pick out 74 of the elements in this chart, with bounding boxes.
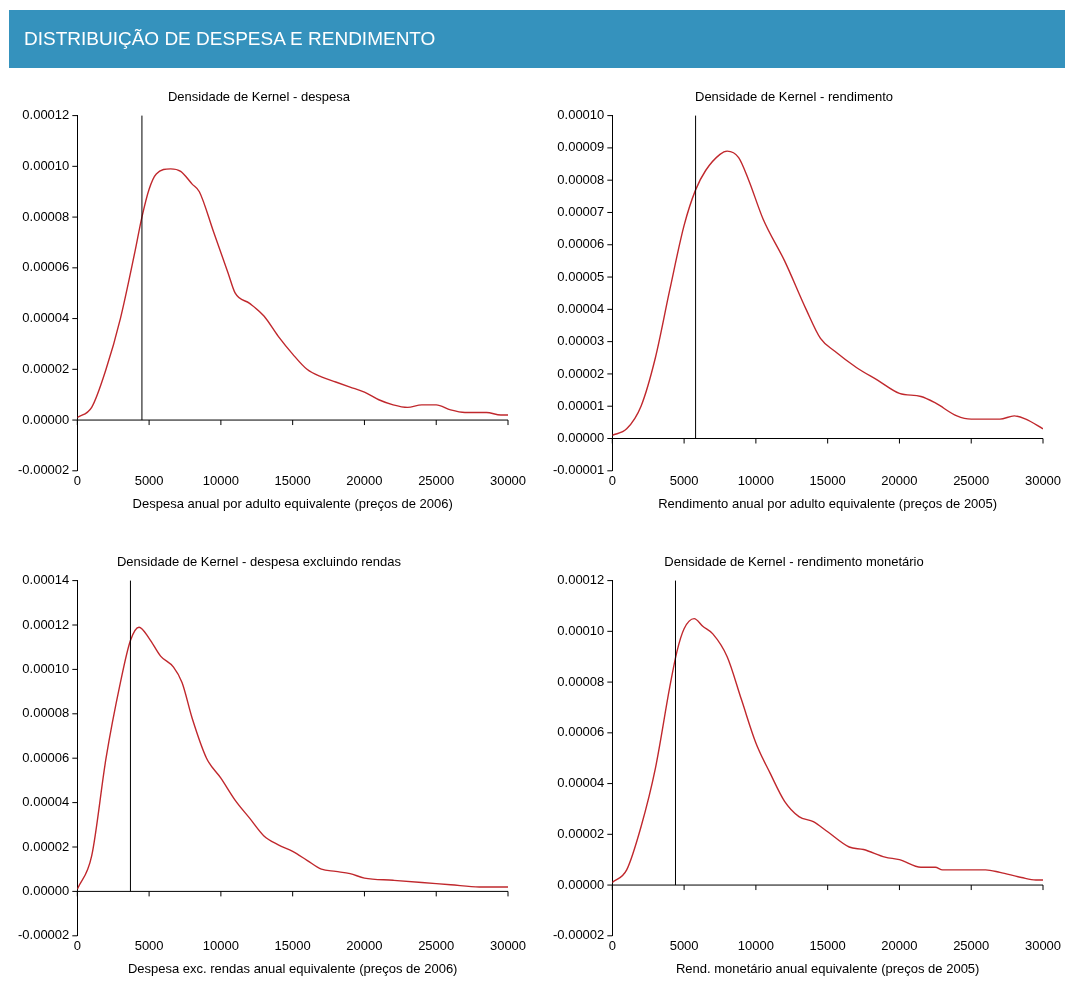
x-tick-label: 10000: [202, 473, 239, 489]
x-tick-label: 0: [608, 938, 616, 954]
y-tick-label: 0.00000: [557, 876, 605, 892]
y-tick-label: -0.00002: [17, 462, 70, 478]
y-tick-label: 0.00009: [557, 139, 605, 155]
x-tick-label: 10000: [202, 938, 239, 954]
x-tick-label: 25000: [418, 938, 455, 954]
x-tick-label: 25000: [953, 473, 990, 489]
y-tick-label: 0.00002: [22, 838, 70, 854]
x-tick-label: 0: [73, 473, 81, 489]
y-tick-label: 0.00003: [557, 333, 605, 349]
y-tick-label: -0.00002: [552, 927, 605, 943]
y-tick-label: 0.00008: [22, 705, 70, 721]
y-tick-label: 0.00005: [557, 268, 605, 284]
y-tick-label: 0.00000: [22, 882, 70, 898]
y-tick-label: 0.00001: [557, 397, 605, 413]
y-tick-label: -0.00002: [17, 927, 70, 943]
y-tick-label: 0.00007: [557, 204, 605, 220]
y-tick-label: 0.00008: [557, 171, 605, 187]
y-tick-label: 0.00014: [22, 572, 70, 588]
x-axis-title: Rendimento anual por adulto equivalente (preços de 2005): [658, 495, 998, 511]
chart-title: Densidade de Kernel - rendimento: [694, 89, 894, 105]
x-tick-label: 5000: [669, 473, 699, 489]
chart-title: Densidade de Kernel - rendimento monetário: [664, 554, 924, 570]
x-axis-title: Rend. monetário anual equivalente (preços de 2005): [675, 960, 980, 976]
x-tick-label: 20000: [346, 938, 383, 954]
y-tick-label: 0.00002: [557, 365, 605, 381]
y-tick-label: 0.00004: [22, 794, 70, 810]
x-tick-label: 10000: [737, 473, 774, 489]
chart-title: Densidade de Kernel - despesa excluindo rendas: [116, 554, 402, 570]
x-tick-label: 5000: [669, 938, 699, 954]
y-tick-label: 0.00002: [557, 825, 605, 841]
y-tick-label: 0.00006: [557, 724, 605, 740]
x-tick-label: 0: [73, 938, 81, 954]
x-tick-label: 30000: [489, 473, 527, 489]
y-tick-label: 0.00008: [557, 673, 605, 689]
y-tick-label: 0.00004: [22, 310, 70, 326]
y-tick-label: 0.00008: [22, 208, 70, 224]
y-tick-label: 0.00010: [557, 107, 605, 123]
y-tick-label: 0.00010: [557, 622, 605, 638]
x-tick-label: 30000: [1024, 938, 1062, 954]
y-tick-label: 0.00002: [22, 360, 70, 376]
y-tick-label: 0.00006: [22, 749, 70, 765]
x-axis-title: Despesa exc. rendas anual equivalente (preços de 2006): [127, 960, 458, 976]
x-tick-label: 30000: [489, 938, 527, 954]
y-tick-label: 0.00010: [22, 157, 70, 173]
x-tick-label: 25000: [953, 938, 990, 954]
x-tick-label: 15000: [274, 473, 311, 489]
x-tick-label: 20000: [881, 473, 918, 489]
y-tick-label: -0.00001: [552, 462, 605, 478]
x-tick-label: 5000: [134, 473, 164, 489]
x-tick-label: 15000: [809, 938, 846, 954]
y-tick-label: 0.00006: [22, 259, 70, 275]
y-tick-label: 0.00010: [22, 660, 70, 676]
x-tick-label: 25000: [418, 473, 455, 489]
x-tick-label: 15000: [809, 473, 846, 489]
y-tick-label: 0.00012: [557, 572, 605, 588]
y-tick-label: 0.00000: [22, 411, 70, 427]
x-tick-label: 5000: [134, 938, 164, 954]
chart-title: Densidade de Kernel - despesa: [167, 89, 351, 105]
x-tick-label: 30000: [1024, 473, 1062, 489]
x-tick-label: 0: [608, 473, 616, 489]
x-tick-label: 10000: [737, 938, 774, 954]
y-tick-label: 0.00000: [557, 430, 605, 446]
y-tick-label: 0.00012: [22, 107, 70, 123]
text: DISTRIBUIÇÃO DE DESPESA E RENDIMENTO: [9, 10, 1065, 68]
y-tick-label: 0.00006: [557, 236, 605, 252]
x-axis-title: Despesa anual por adulto equivalente (preços de 2006): [132, 495, 453, 511]
x-tick-label: 20000: [881, 938, 918, 954]
x-tick-label: 20000: [346, 473, 383, 489]
y-tick-label: 0.00004: [557, 775, 605, 791]
y-tick-label: 0.00004: [557, 300, 605, 316]
x-tick-label: 15000: [274, 938, 311, 954]
y-tick-label: 0.00012: [22, 616, 70, 632]
